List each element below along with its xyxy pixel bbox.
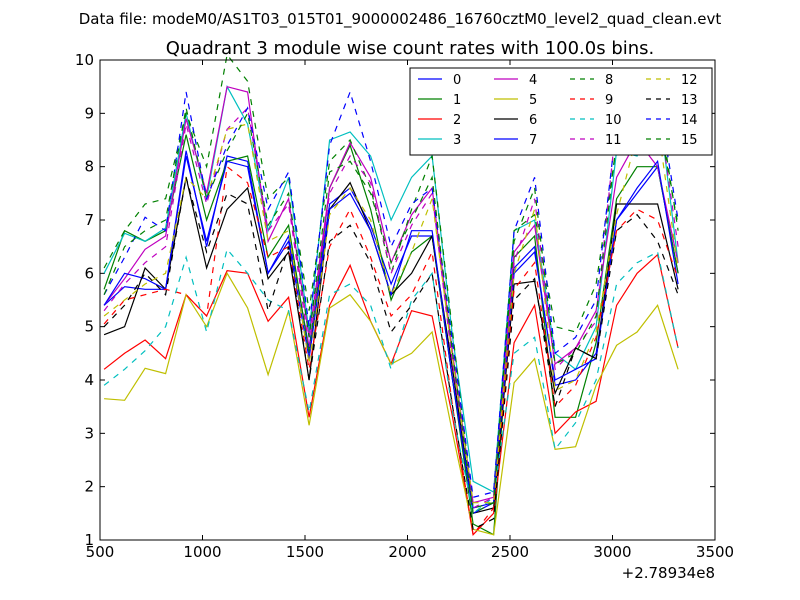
series-line-9 — [103, 165, 679, 537]
series-line-12 — [103, 123, 679, 504]
series-line-5 — [104, 271, 679, 536]
y-tick-label: 3 — [84, 424, 94, 442]
y-tick-label: 7 — [84, 211, 94, 229]
series-line-8 — [103, 53, 679, 509]
y-tick-label: 4 — [84, 371, 94, 389]
series-layer — [103, 53, 679, 537]
x-tick-label: 2000 — [388, 543, 426, 561]
legend-label-15: 15 — [681, 133, 698, 148]
legend-label-6: 6 — [529, 113, 537, 128]
legend-label-9: 9 — [605, 93, 613, 108]
legend-label-11: 11 — [605, 133, 622, 148]
y-tick-label: 1 — [84, 531, 94, 549]
series-line-13 — [103, 177, 679, 531]
legend-label-0: 0 — [453, 73, 461, 88]
legend-label-7: 7 — [529, 133, 537, 148]
legend-label-1: 1 — [453, 93, 461, 108]
y-tick-label: 10 — [75, 51, 94, 69]
legend-label-3: 3 — [453, 133, 461, 148]
x-offset-label: +2.78934e8 — [622, 564, 715, 582]
legend-label-13: 13 — [681, 93, 698, 108]
y-tick-label: 9 — [84, 104, 94, 122]
x-tick-label: 3000 — [593, 543, 631, 561]
legend-label-14: 14 — [681, 113, 698, 128]
legend-label-10: 10 — [605, 113, 622, 128]
legend-label-4: 4 — [529, 73, 537, 88]
series-line-7 — [103, 155, 679, 515]
y-tick-label: 8 — [84, 158, 94, 176]
legend-label-2: 2 — [453, 113, 461, 128]
y-tick-label: 2 — [84, 478, 94, 496]
y-tick-label: 5 — [84, 318, 94, 336]
x-tick-label: 500 — [86, 543, 115, 561]
legend-label-8: 8 — [605, 73, 613, 88]
legend-box — [409, 67, 713, 156]
series-line-15 — [103, 107, 679, 515]
series-line-14 — [103, 90, 679, 499]
x-tick-label: 3500 — [696, 543, 734, 561]
y-tick-label: 6 — [84, 264, 94, 282]
series-line-11 — [103, 101, 679, 509]
legend-label-5: 5 — [529, 93, 537, 108]
suptitle: Data file: modeM0/AS1T03_015T01_90000024… — [79, 10, 722, 29]
series-line-10 — [103, 248, 679, 515]
axes-frame — [99, 59, 716, 541]
chart-title: Quadrant 3 module wise count rates with … — [166, 38, 655, 59]
x-tick-label: 1500 — [286, 543, 324, 561]
x-tick-label: 1000 — [183, 543, 221, 561]
x-tick-label: 2500 — [491, 543, 529, 561]
legend-label-12: 12 — [681, 73, 698, 88]
